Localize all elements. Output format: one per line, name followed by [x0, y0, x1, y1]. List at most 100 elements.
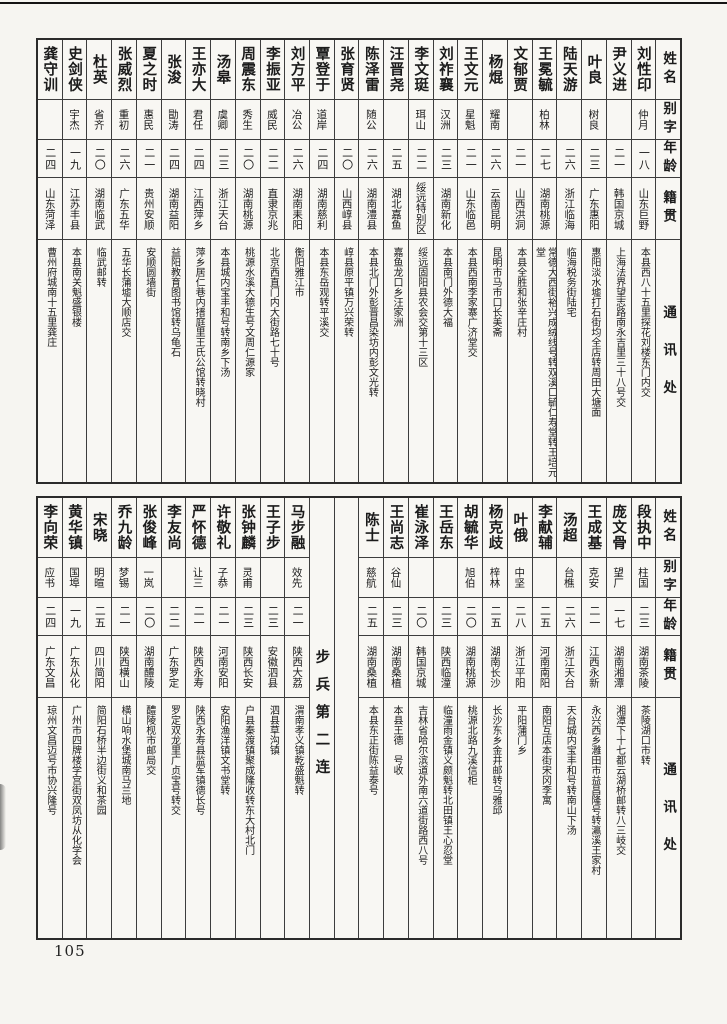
person-native-place-text: 浙江临海	[563, 188, 575, 230]
person-native-place: 浙江平阳	[508, 636, 532, 698]
person-age: 二三	[632, 598, 656, 636]
person-address: 本县东岳观转平溪交	[310, 240, 334, 482]
person-name: 张育贤	[335, 40, 359, 100]
person-name: 王子步	[261, 498, 285, 558]
person-age-text: 二五	[536, 605, 552, 629]
person-address: 本县南门外德大福	[434, 240, 458, 482]
person-native-place: 韩国京城	[409, 636, 433, 698]
person-courtesy-name: 慈航	[359, 558, 383, 598]
person-age-text: 二八	[512, 605, 528, 629]
person-address: 益阳教育图书馆转乌龟石	[162, 240, 186, 482]
person-name: 李文珽	[409, 40, 433, 100]
person-courtesy-name: 随公	[359, 100, 383, 140]
person-name-text: 周震东	[237, 46, 258, 93]
person-courtesy-name: 星魁	[458, 100, 482, 140]
roster-column: 张浚勖涛二四湖南益阳益阳教育图书馆转乌龟石	[161, 40, 186, 482]
person-native-place: 浙江天台	[211, 178, 235, 240]
person-name: 史剑侠	[63, 40, 87, 100]
person-age: 二四	[186, 140, 210, 178]
person-name: 胡毓华	[458, 498, 482, 558]
person-courtesy-name-text: 望厂	[611, 567, 626, 588]
person-courtesy-name	[508, 100, 532, 140]
person-address: 天台城内宝丰和号转南山下汤	[557, 698, 581, 938]
person-name-text: 张威烈	[113, 46, 134, 93]
person-age: 二〇	[87, 140, 111, 178]
person-name: 汪晋尧	[384, 40, 408, 100]
person-name: 乔九龄	[112, 498, 136, 558]
person-native-place: 山东临邑	[458, 178, 482, 240]
person-courtesy-name	[533, 558, 557, 598]
person-name-text: 王文元	[460, 46, 481, 93]
person-native-place: 江苏丰县	[63, 178, 87, 240]
person-age-text: 二五	[363, 605, 379, 629]
person-courtesy-name-text: 效先	[290, 567, 305, 588]
roster-column: 王冕毓柏林二七湖南桃源常德大西街裕兴成绒线号转双溪口毓仁寿堂转王培元堂	[532, 40, 557, 482]
person-native-place-text: 广东惠阳	[588, 188, 600, 230]
person-name-text: 杜英	[89, 54, 110, 85]
roster-column: 夏之时惠民二一贵州安顺安顺圆墙街	[136, 40, 161, 482]
person-age-text: 二〇	[91, 147, 107, 171]
roster-column: 杨克歧梓林二五湖南长沙长沙东乡金井邮转乌雅邱	[482, 498, 507, 938]
roster-column: 周震东秀生二〇湖南桃源桃源水溪大德生号文周仁源家	[235, 40, 260, 482]
person-age: 一八	[632, 140, 656, 178]
person-name-text: 李献辅	[534, 504, 555, 551]
person-native-place-text: 湖南醴陵	[143, 646, 155, 688]
person-courtesy-name-text: 星魁	[463, 109, 478, 130]
person-address-text: 本县全胜和张辛庄村	[514, 247, 526, 337]
person-courtesy-name: 虞卿	[211, 100, 235, 140]
person-native-place-text: 湖南新化	[440, 188, 452, 230]
person-native-place: 绥远特别区	[409, 178, 433, 240]
person-courtesy-name-text: 君任	[191, 109, 206, 130]
person-address: 桃源北路九溪信柜	[458, 698, 482, 938]
person-age: 二六	[285, 140, 309, 178]
page-top-rule	[0, 2, 727, 4]
person-name-text: 汪晋尧	[386, 46, 407, 93]
person-courtesy-name-text: 克安	[586, 567, 601, 588]
person-native-place-text: 湖南桃源	[538, 188, 550, 230]
person-address: 昆明市马市口长美斋	[483, 240, 507, 482]
person-native-place: 山东巨野	[632, 178, 656, 240]
roster-column: 龚守训二四山东菏泽曹州府城南十五里龚庄	[38, 40, 62, 482]
person-native-place-text: 山东菏泽	[44, 188, 56, 230]
person-native-place: 韩国京城	[607, 178, 631, 240]
person-native-place: 广东五华	[112, 178, 136, 240]
person-address-text: 茶陵湖口市转	[637, 705, 649, 765]
roster-column: 陈泽雷随公二六湖南澧县本县北门外彭晋昌染坊内彭文光转	[358, 40, 383, 482]
person-name-text: 陈士	[361, 512, 382, 543]
person-age: 二六	[359, 140, 383, 178]
person-name: 叶俄	[508, 498, 532, 558]
person-address-text: 本县北门外彭晋昌染坊内彭文光转	[365, 247, 377, 397]
person-name-text: 许敬礼	[212, 504, 233, 551]
section-divider-label: 步兵第二连	[309, 498, 334, 938]
person-address: 临潼雨金镇义颇魁转北田镇王心忍堂	[434, 698, 458, 938]
person-address: 湘潭下十七都云湖桥邮转八三岐交	[607, 698, 631, 938]
person-age: 二二	[162, 598, 186, 636]
person-age-text: 二六	[487, 147, 503, 171]
roster-column: 汤皋虞卿二三浙江天台本县城内宝丰和号转南乡下汤	[210, 40, 235, 482]
person-age-text: 二一	[190, 605, 206, 629]
person-address: 绥远固阳县农会交第十三区	[409, 240, 433, 482]
person-age-text: 一八	[635, 147, 651, 171]
column-header-age-text: 年龄	[658, 140, 678, 177]
person-address-text: 萍乡居仁巷内搢庭里王氏公馆转晓村	[192, 247, 204, 407]
person-courtesy-name-text: 梓林	[487, 567, 502, 588]
person-address-text: 绥远固阳县农会交第十三区	[415, 247, 427, 367]
person-name: 汤皋	[211, 40, 235, 100]
person-courtesy-name: 效先	[285, 558, 309, 598]
column-header-name-text: 姓名	[658, 51, 678, 88]
person-native-place-text: 浙江天台	[217, 188, 229, 230]
person-address-text: 泗县草沟镇	[266, 705, 278, 755]
person-age-text: 二四	[42, 605, 58, 629]
person-courtesy-name: 中坚	[508, 558, 532, 598]
person-native-place-text: 湖南桃源	[464, 646, 476, 688]
person-name: 李振亚	[261, 40, 285, 100]
column-header-address-text: 通讯处	[662, 762, 674, 875]
person-name: 张浚	[162, 40, 186, 100]
person-name-text: 文郁贾	[509, 46, 530, 93]
person-courtesy-name: 珥山	[409, 100, 433, 140]
person-name: 李友尚	[162, 498, 186, 558]
person-name-text: 宋晓	[89, 512, 110, 543]
person-courtesy-name-text: 台樵	[562, 567, 577, 588]
roster-column: 陆天游二六浙江临海临海税务街陆宅	[556, 40, 581, 482]
person-name: 张俊峰	[137, 498, 161, 558]
